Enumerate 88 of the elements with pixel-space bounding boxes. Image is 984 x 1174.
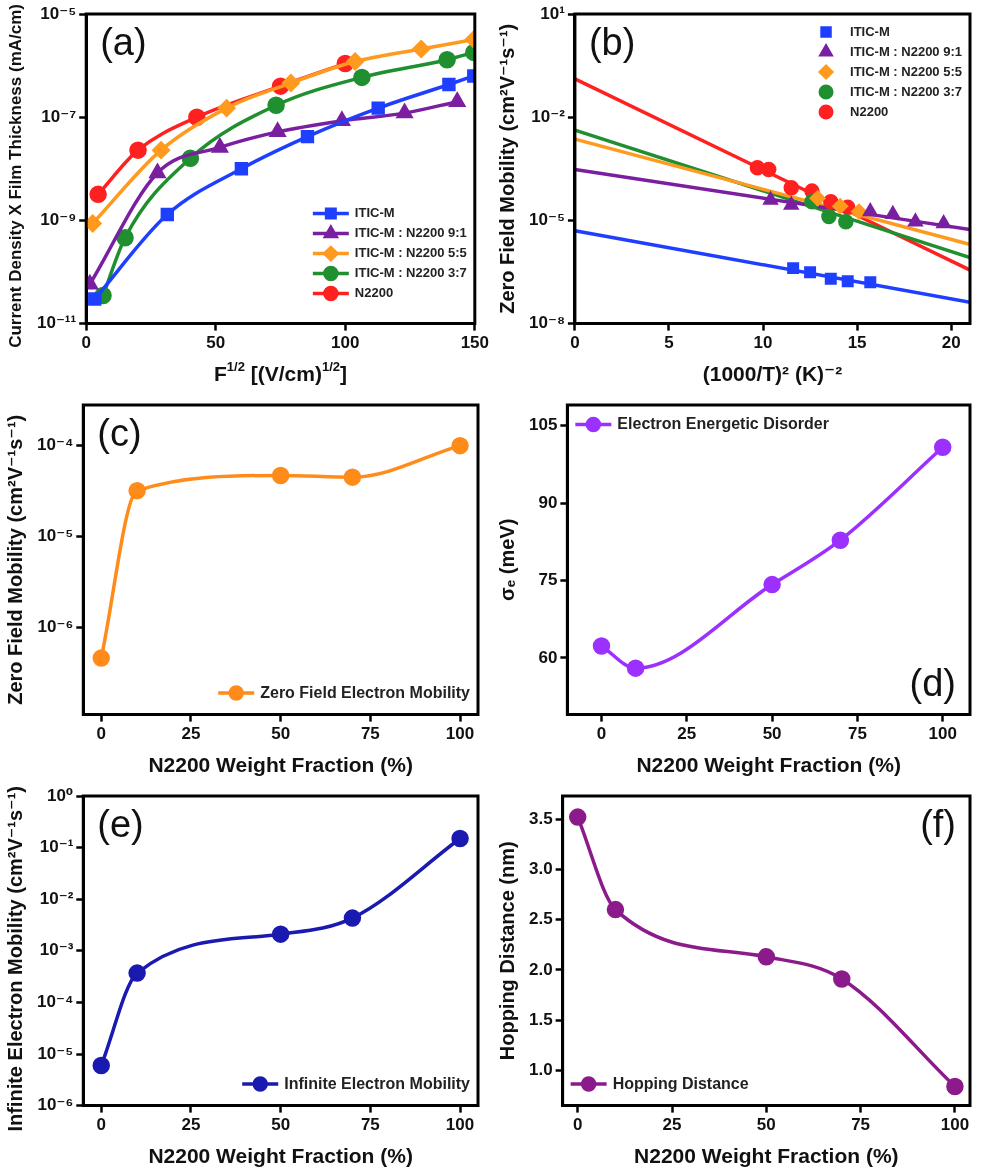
x-tick-label: 50 <box>206 333 226 353</box>
x-tick-label: 10 <box>753 333 773 353</box>
y-tick-label: 10⁻⁵ <box>40 3 77 23</box>
x-tick-label: 50 <box>271 1115 291 1135</box>
y-tick-label: 1.0 <box>528 1060 553 1080</box>
y-tick-label: 10⁻¹ <box>39 837 74 857</box>
legend-label: ITIC-M <box>354 205 395 221</box>
y-tick-label: 2.0 <box>528 959 553 979</box>
y-tick-label: 3.0 <box>528 859 553 879</box>
annotation: (d) <box>909 662 956 705</box>
legend-label: ITIC-M : N2200 5:5 <box>354 245 467 261</box>
x-axis-title: N2200 Weight Fraction (%) <box>634 1143 899 1167</box>
y-tick-label: 2.5 <box>528 909 553 929</box>
x-tick-label: 0 <box>570 333 580 353</box>
y-tick-label: 10⁻⁹ <box>40 210 77 230</box>
x-tick-label: 0 <box>596 724 607 744</box>
x-tick-label: 50 <box>762 724 782 744</box>
y-tick-label: 75 <box>538 570 558 590</box>
x-tick-label: 50 <box>756 1115 776 1135</box>
y-tick-label: 1.5 <box>528 1009 553 1029</box>
y-tick-label: 10⁻³ <box>39 940 74 960</box>
y-tick-label: 10⁻⁶ <box>37 617 74 637</box>
x-tick-label: 15 <box>847 333 867 353</box>
legend-label: ITIC-M : N2200 3:7 <box>354 265 467 281</box>
x-tick-label: 100 <box>940 1115 970 1135</box>
legend-label: ITIC-M : N2200 3:7 <box>850 83 963 99</box>
y-tick-label: 10⁻⁸ <box>529 313 565 333</box>
y-axis-title: Infinite Electron Mobility (cm²V⁻¹s⁻¹) <box>3 785 26 1132</box>
y-axis-title: Zero Field Mobility (cm²V⁻¹s⁻¹) <box>3 414 26 705</box>
x-tick-label: 0 <box>81 333 91 353</box>
x-tick-label: 100 <box>928 724 957 744</box>
legend-label: N2200 <box>850 103 889 119</box>
x-tick-label: 100 <box>445 724 475 744</box>
y-tick-label: 10⁻² <box>39 888 74 908</box>
y-tick-label: 90 <box>538 492 558 512</box>
x-tick-label: 20 <box>941 333 961 353</box>
x-tick-label: 0 <box>96 724 106 744</box>
y-tick-label: 10⁰ <box>46 785 74 805</box>
x-tick-label: 100 <box>331 333 360 353</box>
x-tick-label: 5 <box>664 333 674 353</box>
x-tick-label: 75 <box>360 724 380 744</box>
x-tick-label: 50 <box>271 724 291 744</box>
legend-label: Electron Energetic Disorder <box>617 414 829 432</box>
y-axis-title: σₑ (meV) <box>495 518 518 601</box>
y-tick-label: 10⁻⁴ <box>36 435 74 455</box>
x-tick-label: 0 <box>96 1115 106 1135</box>
y-tick-label: 10⁻⁴ <box>36 992 74 1012</box>
annotation: (e) <box>97 803 144 846</box>
x-tick-label: 25 <box>662 1115 682 1135</box>
y-axis-title: Current Density X Film Thickness (mA/cm) <box>5 3 25 348</box>
y-tick-label: 3.5 <box>528 808 553 828</box>
legend-label: N2200 <box>354 285 394 301</box>
x-axis-title: N2200 Weight Fraction (%) <box>148 1143 413 1167</box>
annotation: (f) <box>920 803 956 846</box>
y-axis-title: Hopping Distance (nm) <box>495 841 518 1061</box>
x-tick-label: 150 <box>460 333 490 353</box>
y-tick-label: 10⁻⁵ <box>37 526 74 546</box>
x-tick-label: 100 <box>445 1115 475 1135</box>
y-tick-label: 10⁻⁶ <box>37 1095 74 1115</box>
annotation: (c) <box>97 412 142 455</box>
x-tick-label: 25 <box>181 1115 201 1135</box>
x-tick-label: 0 <box>572 1115 583 1135</box>
y-tick-label: 10⁻² <box>531 106 566 126</box>
legend-label: ITIC-M <box>850 23 890 39</box>
y-tick-label: 10⁻⁵ <box>37 1043 74 1063</box>
x-axis-title: (1000/T)² (K)⁻² <box>702 361 843 385</box>
y-tick-label: 10⁻⁵ <box>529 210 565 230</box>
annotation: (b) <box>588 21 636 64</box>
y-axis-title: Zero Field Mobility (cm²V⁻¹s⁻¹) <box>495 23 518 314</box>
x-tick-label: 75 <box>360 1115 380 1135</box>
legend-label: ITIC-M : N2200 5:5 <box>850 63 963 79</box>
legend-label: Zero Field Electron Mobility <box>260 683 471 701</box>
x-tick-label: 25 <box>677 724 697 744</box>
x-tick-label: 25 <box>181 724 201 744</box>
legend-label: ITIC-M : N2200 9:1 <box>850 43 963 59</box>
y-tick-label: 10⁻⁷ <box>41 106 77 126</box>
y-tick-label: 60 <box>538 647 558 667</box>
legend-label: ITIC-M : N2200 9:1 <box>354 225 467 241</box>
annotation: (a) <box>100 21 147 64</box>
y-tick-label: 105 <box>528 415 558 435</box>
x-axis-title: N2200 Weight Fraction (%) <box>148 752 413 776</box>
x-tick-label: 75 <box>851 1115 871 1135</box>
y-tick-label: 10⁻¹¹ <box>36 313 77 333</box>
x-tick-label: 75 <box>847 724 867 744</box>
legend-label: Infinite Electron Mobility <box>284 1074 471 1092</box>
y-tick-label: 10¹ <box>540 3 566 23</box>
legend-label: Hopping Distance <box>612 1074 749 1092</box>
x-axis-title: N2200 Weight Fraction (%) <box>636 752 901 776</box>
